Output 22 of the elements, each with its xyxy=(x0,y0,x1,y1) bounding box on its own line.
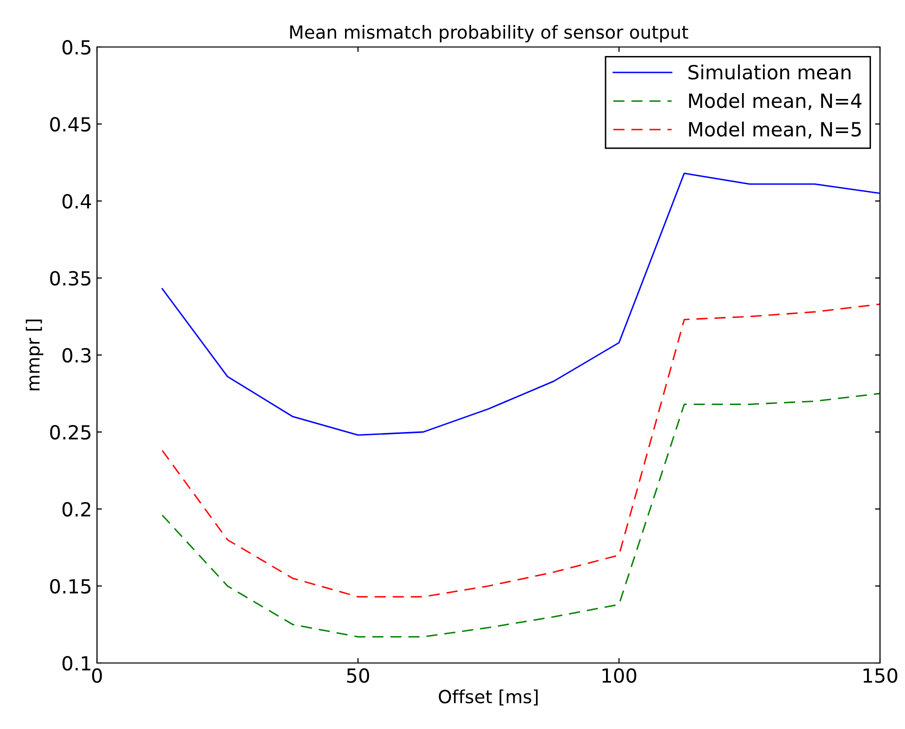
y-tick-label: 0.25 xyxy=(50,424,90,440)
chart-title: Mean mismatch probability of sensor output xyxy=(290,24,688,42)
y-tick-label: 0.35 xyxy=(50,270,90,286)
y-axis-title: mmpr [] xyxy=(26,320,44,390)
x-tick-label: 0 xyxy=(92,668,102,683)
line-series xyxy=(162,392,880,638)
y-tick-label: 0.2 xyxy=(62,502,90,517)
y-tick-label: 0.3 xyxy=(62,348,91,363)
line-series xyxy=(162,303,880,598)
x-tick-label: 50 xyxy=(347,668,370,683)
y-tick-label: 0.4 xyxy=(62,194,92,209)
x-tick-label: 150 xyxy=(864,668,898,683)
x-tick-label: 100 xyxy=(602,668,636,683)
x-axis-title: Offset [ms] xyxy=(438,689,538,706)
line-series xyxy=(162,172,880,436)
y-tick-label: 0.5 xyxy=(62,40,90,55)
legend-label: Simulation mean xyxy=(688,64,850,80)
legend-label: Model mean, N=4 xyxy=(689,93,862,110)
legend-label: Model mean, N=5 xyxy=(689,122,861,139)
y-tick-label: 0.1 xyxy=(62,656,90,671)
y-tick-label: 0.15 xyxy=(50,578,90,594)
y-tick-label: 0.45 xyxy=(50,116,90,132)
